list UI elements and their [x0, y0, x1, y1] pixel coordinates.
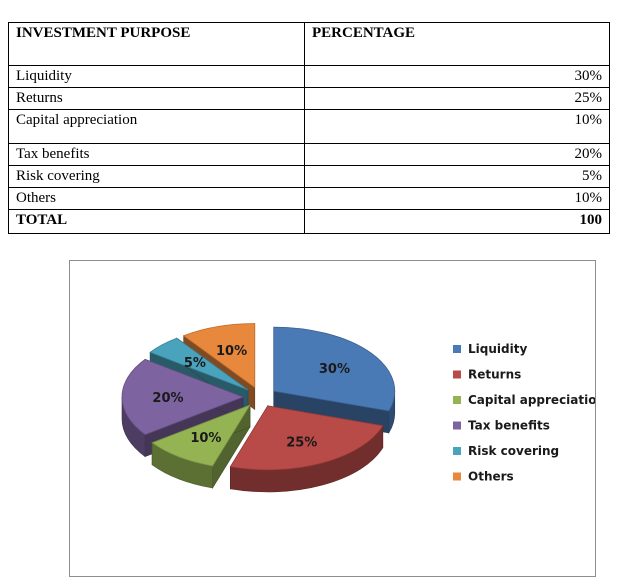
table-total-row: TOTAL 100 [8, 209, 610, 234]
table-row: Returns 25% [8, 87, 610, 110]
total-value: 100 [304, 209, 610, 234]
row-label: Liquidity [8, 65, 305, 88]
row-value: 20% [304, 143, 610, 166]
row-label: Risk covering [8, 165, 305, 188]
row-value: 10% [304, 109, 610, 144]
slice-label-returns: 25% [286, 435, 317, 450]
row-value: 10% [304, 187, 610, 210]
table-row: Others 10% [8, 187, 610, 210]
legend-swatch [453, 345, 461, 353]
pie-chart: 30% 25% 10% 20% 5% 10% Liquidity Returns Capital… [121, 323, 595, 493]
row-value: 25% [304, 87, 610, 110]
row-label: Capital appreciation [8, 109, 305, 144]
legend-item-risk-covering: Risk covering [453, 444, 559, 458]
legend-item-tax-benefits: Tax benefits [453, 419, 550, 433]
pie-slice-returns [229, 405, 384, 471]
table-row: Liquidity 30% [8, 65, 610, 88]
pie-slice-capital-appreciation [151, 404, 251, 467]
legend-item-returns: Returns [453, 368, 521, 382]
slice-label-others: 10% [216, 344, 247, 359]
legend-swatch [453, 472, 461, 481]
total-label: TOTAL [8, 209, 305, 234]
pie-chart-frame: 30% 25% 10% 20% 5% 10% Liquidity Returns Capital… [69, 260, 596, 577]
slice-label-tax-benefits: 20% [152, 391, 183, 406]
header-investment-purpose: INVESTMENT PURPOSE [8, 22, 305, 66]
row-label: Returns [8, 87, 305, 110]
row-value: 30% [304, 65, 610, 88]
pie-slice-liquidity [273, 326, 396, 412]
table-header-row: INVESTMENT PURPOSE PERCENTAGE [8, 22, 610, 66]
header-percentage: PERCENTAGE [304, 22, 610, 66]
table-row: Capital appreciation 10% [8, 109, 610, 144]
legend-label: Capital appreciation [468, 393, 595, 407]
legend-swatch [453, 396, 461, 404]
pie-slice-others [182, 323, 256, 389]
slice-label-capital-appreciation: 10% [190, 431, 221, 446]
legend-label: Liquidity [468, 342, 527, 356]
pie-slice-risk-covering [149, 337, 249, 391]
legend-label: Others [468, 470, 514, 484]
legend-item-liquidity: Liquidity [453, 342, 527, 356]
row-value: 5% [304, 165, 610, 188]
legend-item-others: Others [453, 470, 514, 484]
legend-label: Tax benefits [468, 419, 550, 433]
legend-swatch [453, 447, 461, 455]
table-row: Tax benefits 20% [8, 143, 610, 166]
slice-label-risk-covering: 5% [184, 356, 206, 371]
legend-item-capital-appreciation: Capital appreciation [453, 393, 595, 407]
row-label: Tax benefits [8, 143, 305, 166]
legend-label: Risk covering [468, 444, 559, 458]
legend-label: Returns [468, 368, 521, 382]
pie-slice-tax-benefits [121, 358, 245, 436]
slice-label-liquidity: 30% [319, 362, 350, 377]
legend-swatch [453, 421, 461, 430]
legend-swatch [453, 370, 461, 379]
investment-purpose-table: INVESTMENT PURPOSE PERCENTAGE Liquidity … [8, 22, 610, 234]
table-row: Risk covering 5% [8, 165, 610, 188]
row-label: Others [8, 187, 305, 210]
